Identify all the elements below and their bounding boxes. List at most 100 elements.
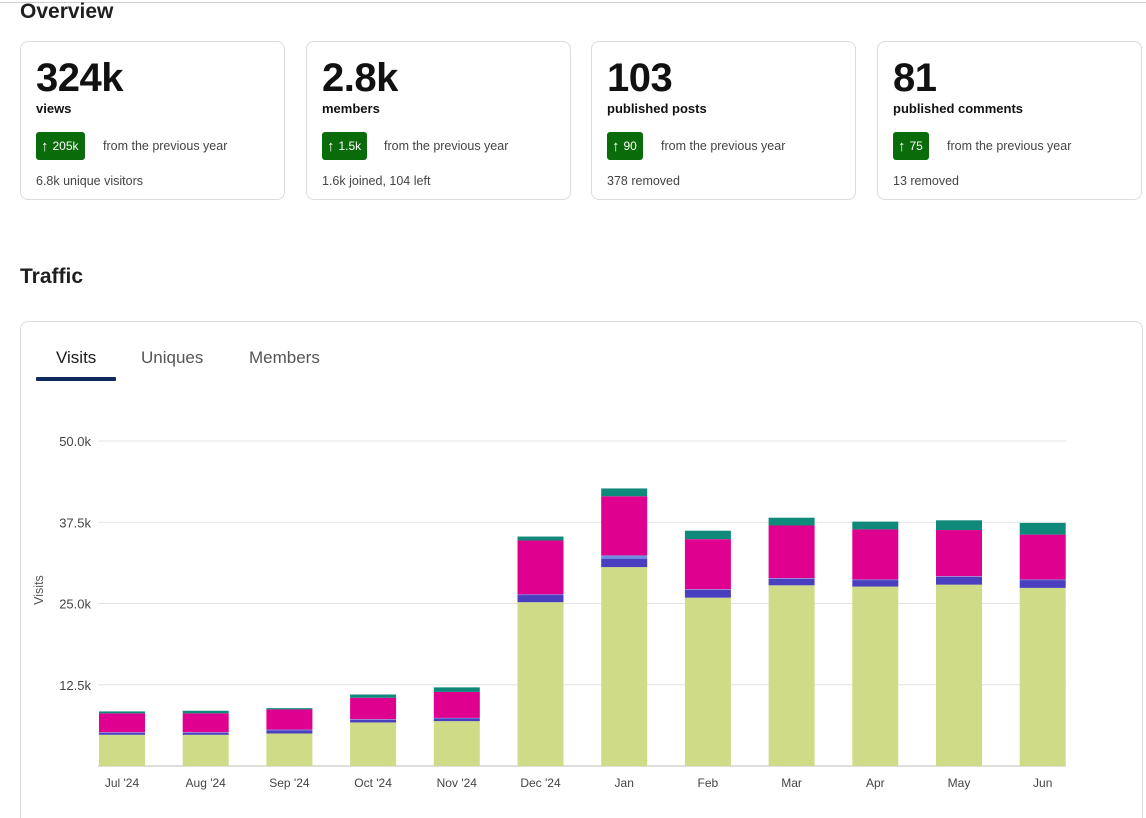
- members-delta-badge: ↑ 1.5k: [322, 132, 368, 160]
- x-tick-label: Jan: [615, 776, 634, 790]
- bar-segment: [684, 539, 731, 590]
- bar-segment: [350, 722, 397, 766]
- x-tick-label: Feb: [698, 776, 719, 790]
- views-card: 324k views ↑ 205k from the previous year…: [20, 41, 285, 200]
- bar-segment: [1019, 587, 1066, 766]
- active-tab-indicator: [36, 377, 116, 381]
- comments-card: 81 published comments ↑ 75 from the prev…: [877, 41, 1142, 200]
- members-value: 2.8k: [322, 56, 398, 100]
- x-tick-label: Dec '24: [520, 776, 561, 790]
- arrow-up-icon: ↑: [612, 137, 620, 155]
- arrow-up-icon: ↑: [898, 137, 906, 155]
- x-tick-label: Jul '24: [105, 776, 140, 790]
- bar-segment: [936, 584, 982, 766]
- bar-segment: [99, 732, 145, 733]
- y-tick-label: 50.0k: [59, 434, 91, 449]
- members-label: members: [322, 101, 380, 116]
- bar-segment: [768, 578, 815, 586]
- bar-segment: [1019, 579, 1066, 581]
- bar-segment: [182, 732, 229, 733]
- top-divider: [0, 2, 1146, 3]
- posts-footnote: 378 removed: [607, 174, 680, 188]
- bar-segment: [433, 721, 480, 766]
- overview-heading: Overview: [20, 0, 114, 23]
- members-delta-value: 1.5k: [338, 139, 362, 153]
- bar-segment: [99, 734, 145, 766]
- bar-segment: [601, 496, 648, 556]
- bar-segment: [936, 576, 982, 577]
- bar-segment: [936, 520, 982, 531]
- bar-segment: [852, 586, 899, 766]
- bar-segment: [1019, 522, 1066, 535]
- comments-label: published comments: [893, 101, 1024, 116]
- bar-segment: [350, 697, 397, 720]
- views-label: views: [36, 101, 72, 116]
- bar-segment: [350, 694, 397, 698]
- x-tick-label: Oct '24: [354, 776, 392, 790]
- bar-segment: [768, 525, 815, 579]
- x-tick-label: Nov '24: [437, 776, 478, 790]
- bar-segment: [266, 733, 313, 766]
- x-tick-label: Sep '24: [269, 776, 310, 790]
- bar-segment: [601, 558, 648, 568]
- posts-label: published posts: [607, 101, 707, 116]
- traffic-heading: Traffic: [20, 265, 84, 288]
- bar-segment: [936, 530, 982, 577]
- views-delta-badge: ↑ 205k: [36, 132, 85, 160]
- views-delta-value: 205k: [52, 139, 79, 153]
- comments-delta-value: 75: [909, 139, 923, 153]
- bar-segment: [684, 589, 731, 590]
- posts-delta-text: from the previous year: [661, 139, 786, 153]
- x-tick-label: Apr: [866, 776, 885, 790]
- comments-delta-badge: ↑ 75: [893, 132, 929, 160]
- bar-segment: [852, 529, 899, 580]
- bar-segment: [1019, 534, 1066, 580]
- tab-uniques[interactable]: Uniques: [141, 348, 204, 367]
- posts-card: 103 published posts ↑ 90 from the previo…: [591, 41, 856, 200]
- bar-segment: [768, 578, 815, 579]
- x-tick-label: Aug '24: [186, 776, 227, 790]
- bar-segment: [517, 595, 564, 603]
- y-tick-label: 37.5k: [59, 515, 91, 530]
- bar-segment: [182, 713, 229, 733]
- bar-segment: [1019, 580, 1066, 588]
- posts-delta-value: 90: [623, 139, 637, 153]
- bar-segment: [433, 687, 480, 692]
- bar-segment: [852, 580, 899, 587]
- bar-segment: [684, 589, 731, 598]
- bar-segment: [517, 536, 564, 541]
- bar-segment: [684, 530, 731, 540]
- bar-segment: [99, 711, 145, 714]
- bar-segment: [517, 594, 564, 596]
- bar-segment: [601, 488, 648, 497]
- bar-segment: [433, 691, 480, 718]
- bar-segment: [266, 729, 313, 731]
- comments-value: 81: [893, 56, 937, 100]
- bar-segment: [768, 517, 815, 526]
- bar-segment: [517, 540, 564, 595]
- bar-segment: [182, 710, 229, 714]
- bar-segment: [433, 717, 480, 719]
- tab-visits[interactable]: Visits: [56, 348, 97, 367]
- members-delta-text: from the previous year: [384, 139, 509, 153]
- y-axis-label: Visits: [32, 575, 46, 605]
- members-card: 2.8k members ↑ 1.5k from the previous ye…: [306, 41, 571, 200]
- tab-members[interactable]: Members: [249, 348, 320, 367]
- bar-segment: [852, 579, 899, 581]
- arrow-up-icon: ↑: [41, 137, 49, 155]
- bar-segment: [350, 719, 397, 723]
- y-tick-label: 12.5k: [59, 678, 91, 693]
- x-tick-label: Mar: [781, 776, 802, 790]
- bar-segment: [433, 718, 480, 722]
- bar-segment: [266, 709, 313, 730]
- y-tick-label: 25.0k: [59, 597, 91, 612]
- bar-segment: [182, 732, 229, 735]
- views-value: 324k: [36, 56, 123, 100]
- members-footnote: 1.6k joined, 104 left: [322, 174, 431, 188]
- posts-value: 103: [607, 56, 673, 100]
- bar-segment: [350, 719, 397, 720]
- views-footnote: 6.8k unique visitors: [36, 174, 144, 188]
- posts-delta-badge: ↑ 90: [607, 132, 643, 160]
- views-delta-text: from the previous year: [103, 139, 228, 153]
